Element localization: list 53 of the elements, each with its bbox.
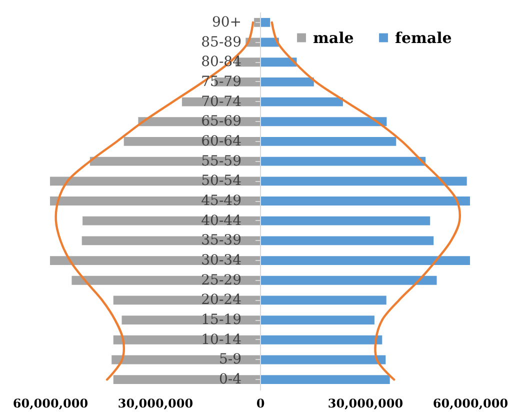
y-tick-label: 5-9 (218, 352, 242, 368)
bar (260, 216, 430, 226)
bar (260, 276, 437, 285)
bar (260, 97, 343, 106)
bar (260, 256, 470, 265)
bar (260, 316, 374, 325)
y-tick-label: 65-69 (201, 114, 242, 130)
y-tick-label: 50-54 (201, 173, 242, 190)
bar (82, 236, 260, 246)
bar (260, 137, 396, 146)
bar (50, 176, 260, 186)
bar (113, 335, 260, 344)
bar (113, 296, 260, 305)
x-tick-label: 0 (256, 396, 265, 410)
bar (260, 335, 382, 344)
y-tick-label: 60-64 (201, 133, 242, 150)
bar (260, 156, 426, 166)
bar (113, 375, 260, 384)
y-tick-label: 55-59 (201, 153, 242, 170)
bar (260, 77, 314, 86)
bar (260, 176, 467, 186)
x-tick-label: 30,000,000 (328, 396, 404, 410)
bar (260, 196, 470, 206)
bar (260, 236, 434, 246)
y-tick-label: 90+ (212, 14, 242, 30)
bar (254, 18, 260, 27)
bar (260, 355, 386, 364)
y-tick-label: 70-74 (201, 94, 242, 110)
bar (260, 375, 390, 384)
x-tick-label: 60,000,000 (432, 396, 508, 410)
legend-label: male (313, 28, 354, 47)
y-tick-label: 40-44 (201, 212, 242, 229)
bar (50, 196, 260, 206)
bar (90, 156, 260, 166)
y-tick-label: 30-34 (201, 252, 242, 269)
y-tick-label: 0-4 (218, 372, 242, 388)
y-tick-label: 20-24 (201, 292, 242, 308)
bar (72, 276, 260, 285)
x-tick-label: 60,000,000 (12, 396, 88, 410)
y-tick-label: 85-89 (201, 34, 242, 50)
bar (260, 117, 387, 126)
y-tick-label: 45-49 (201, 193, 242, 209)
y-tick-label: 25-29 (201, 272, 242, 288)
y-tick-label: 15-19 (201, 312, 242, 328)
x-tick-label: 30,000,000 (118, 396, 194, 410)
bar (82, 216, 260, 226)
legend-label: female (395, 28, 452, 47)
bar (260, 296, 386, 305)
bar (260, 58, 297, 67)
y-tick-label: 10-14 (201, 332, 242, 348)
y-tick-label: 35-39 (201, 232, 242, 249)
bar (122, 316, 260, 325)
bar (50, 256, 260, 265)
